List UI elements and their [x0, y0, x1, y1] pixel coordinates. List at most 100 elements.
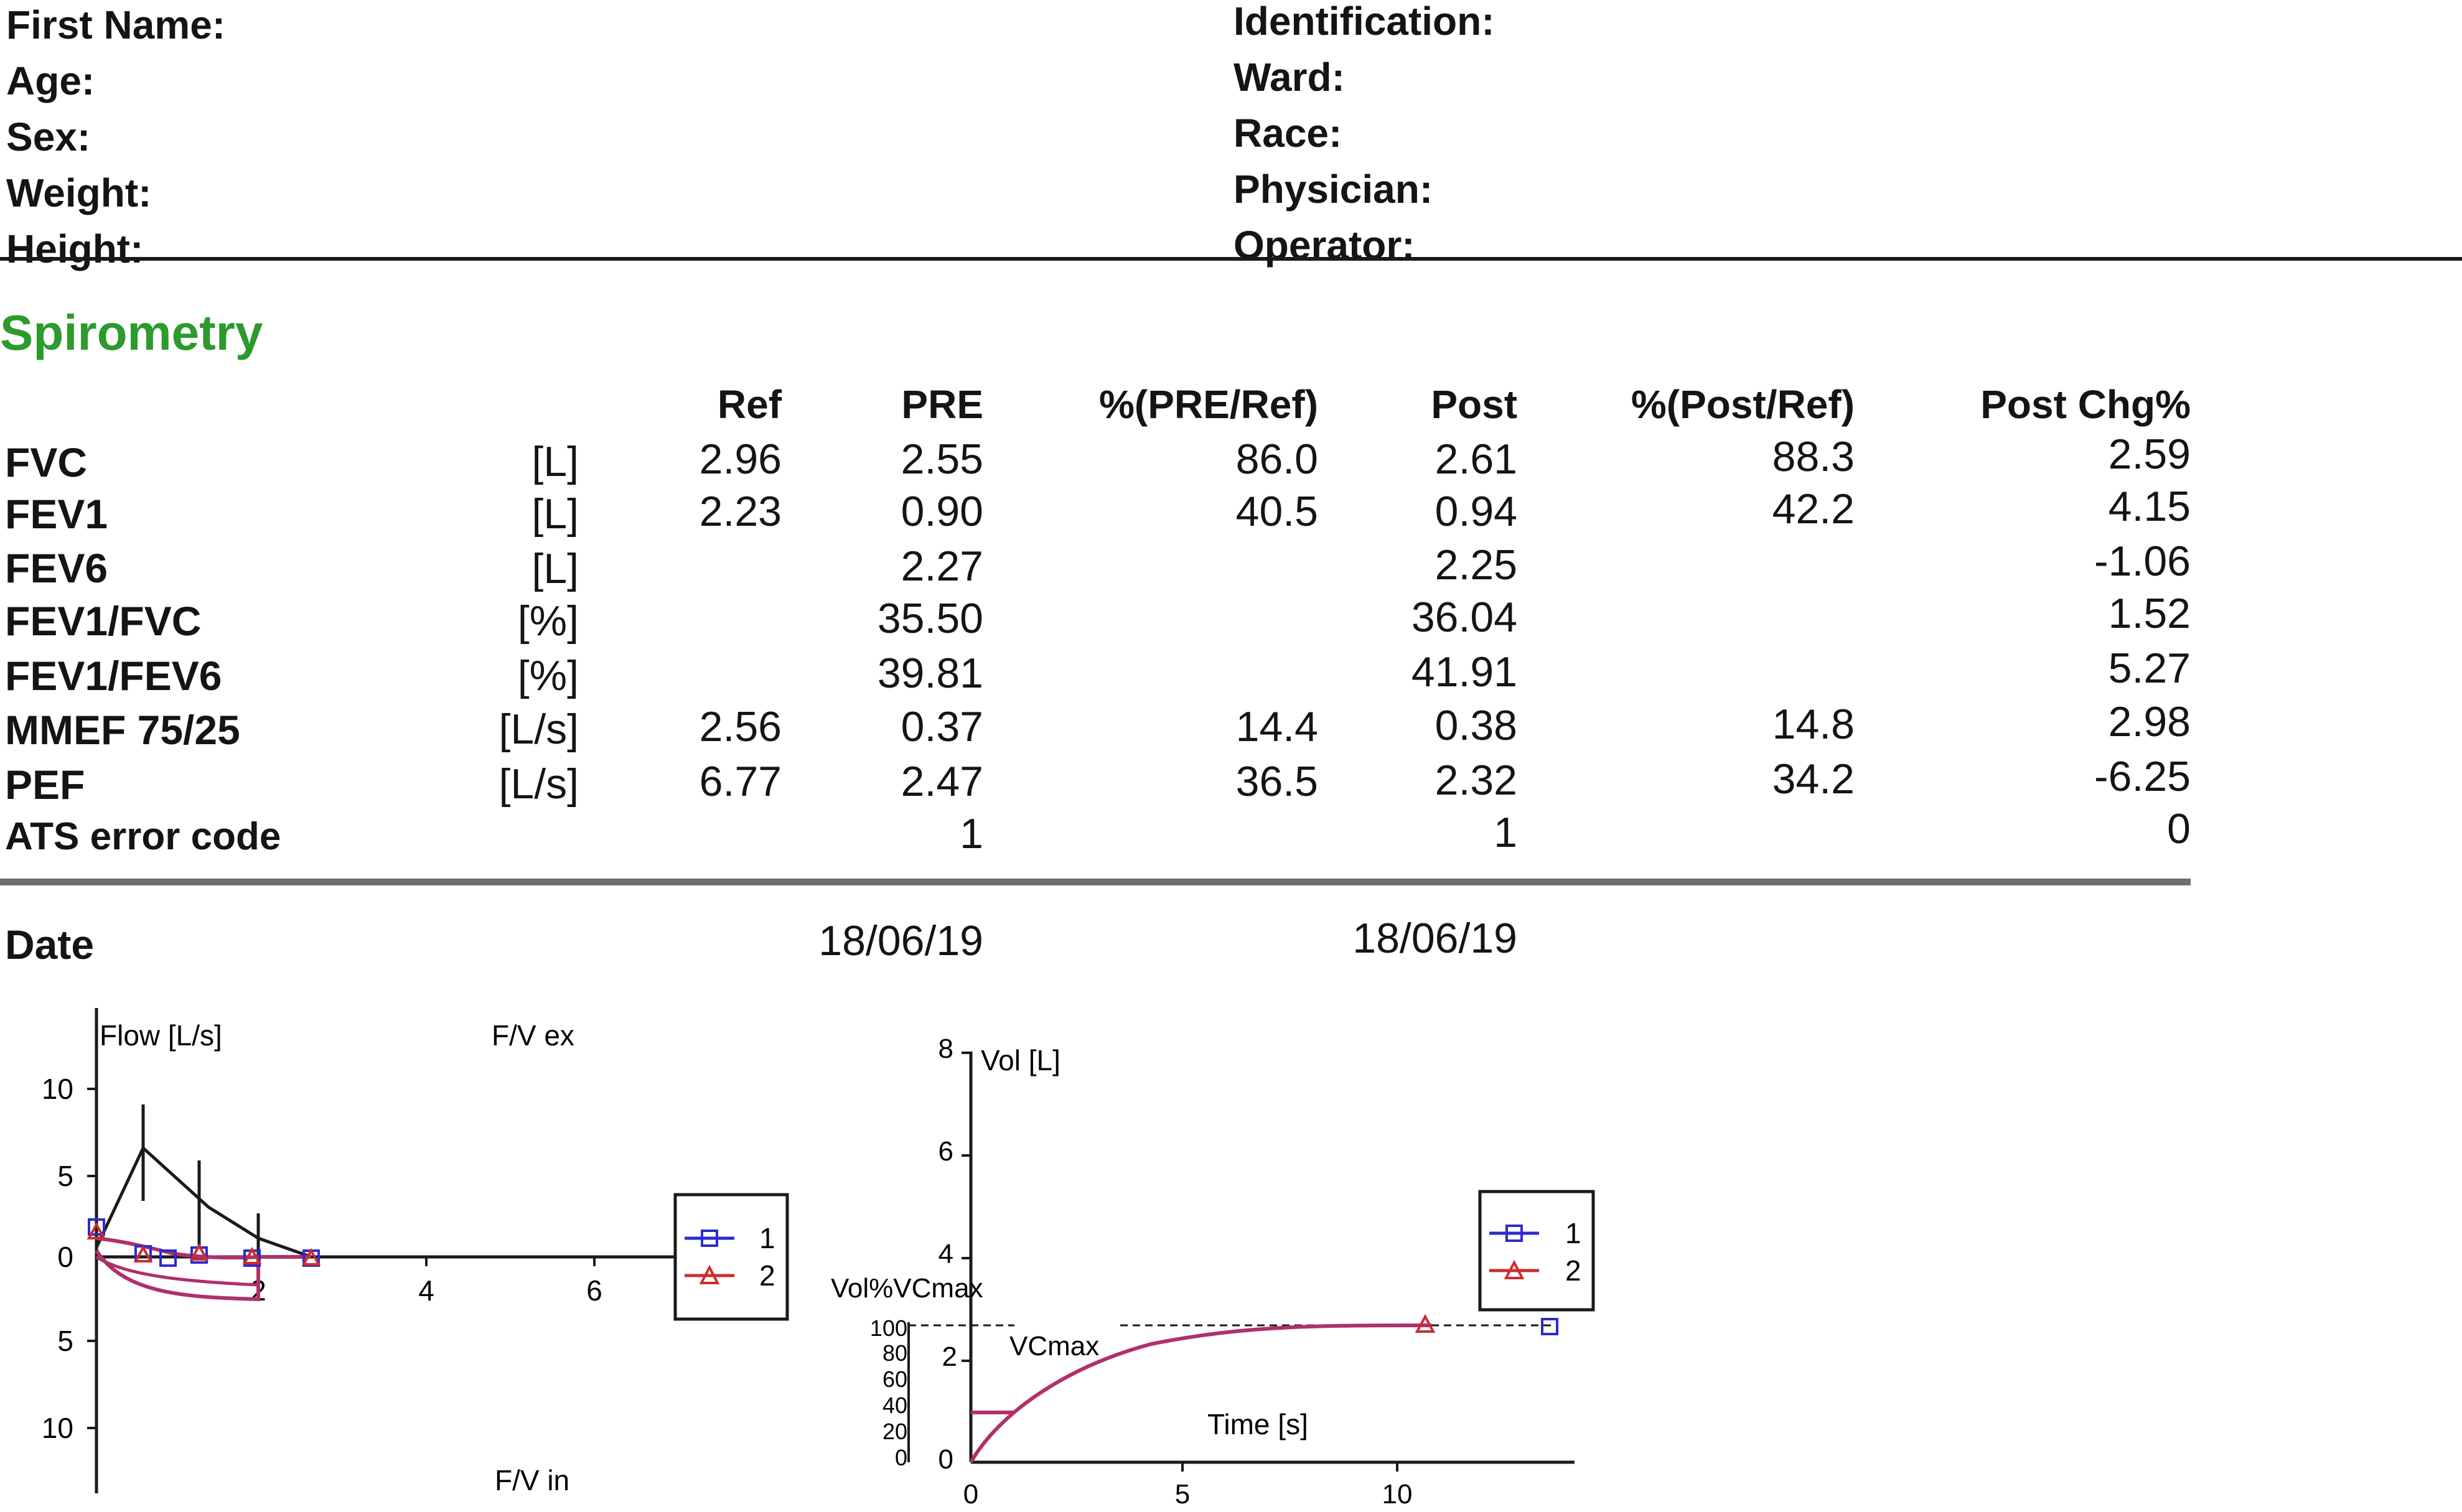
height-label: Height: [6, 226, 144, 271]
cell-pre: 2.47 [901, 758, 983, 805]
fv-reference-curve [95, 1104, 312, 1263]
vt-vc-tick: 20 [882, 1419, 907, 1444]
cell-pre-pct: 36.5 [1235, 758, 1318, 805]
vt-ytick: 2 [942, 1342, 957, 1372]
vt-vc-axis-label: Vol%VCmax [831, 1273, 983, 1304]
vt-ytick: 8 [938, 1034, 953, 1064]
cell-post-chg: 0 [2167, 805, 2191, 852]
col-header-pre-pct: %(PRE/Ref) [1098, 382, 1318, 427]
row-name: ATS error code [5, 815, 281, 858]
cell-post-pct: 88.3 [1772, 433, 1855, 480]
row-name: FEV1/FVC [5, 598, 202, 644]
date-pre: 18/06/19 [818, 917, 983, 964]
legend-square-icon [701, 1230, 718, 1247]
date-label: Date [5, 922, 95, 968]
legend-triangle-icon [1504, 1259, 1525, 1279]
legend-triangle-icon [699, 1264, 720, 1284]
vt-ytick: 6 [938, 1136, 953, 1167]
fv-ytick: 0 [57, 1241, 73, 1273]
cell-pre: 39.81 [877, 650, 983, 697]
ward-label: Ward: [1233, 55, 1345, 100]
vt-ytick: 4 [938, 1239, 953, 1269]
cell-pre-pct: 40.5 [1235, 488, 1318, 535]
fv-legend: 1 2 [673, 1193, 789, 1321]
vt-xtick: 5 [1175, 1479, 1190, 1510]
row-name: FEV1 [5, 491, 108, 537]
cell-post-pct: 42.2 [1772, 485, 1855, 533]
row-name: PEF [5, 762, 85, 808]
vt-ylabel: Vol [L] [981, 1044, 1060, 1076]
flow-volume-chart: Flow [L/s] F/V ex F/V in 10 5 0 5 10 2 4… [42, 1008, 789, 1496]
cell-pre: 35.50 [877, 595, 983, 642]
weight-label: Weight: [6, 170, 152, 215]
vt-vc-tick: 40 [882, 1393, 907, 1418]
row-unit: [L/s] [498, 760, 579, 808]
cell-ref: 2.56 [699, 703, 782, 750]
row-name: FEV6 [5, 545, 108, 591]
row-unit: [L] [531, 545, 579, 592]
row-unit: [%] [517, 597, 579, 645]
identification-label: Identification: [1233, 0, 1495, 44]
cell-post: 36.04 [1411, 594, 1517, 641]
cell-pre: 2.55 [901, 436, 983, 483]
vt-vc-tick: 60 [882, 1366, 907, 1392]
cell-ref: 2.23 [699, 488, 782, 535]
cell-post-chg: 1.52 [2108, 590, 2191, 637]
cell-post-chg: 2.98 [2108, 698, 2191, 745]
vt-curves [969, 1323, 1432, 1463]
sex-label: Sex: [6, 114, 91, 159]
cell-post-chg: -6.25 [2094, 753, 2191, 800]
cell-post: 0.94 [1435, 488, 1517, 535]
vt-series-1-marker [1541, 1318, 1558, 1335]
cell-ref: 2.96 [699, 436, 782, 483]
fv-label-in: F/V in [495, 1464, 569, 1496]
col-header-post-pct: %(Post/Ref) [1631, 382, 1855, 427]
cell-post: 1 [1494, 809, 1517, 856]
table-divider [0, 879, 2191, 885]
cell-pre: 2.27 [901, 543, 983, 590]
fv-ytick: 10 [42, 1412, 73, 1444]
age-label: Age: [6, 58, 95, 103]
volume-time-chart: Vol [L] Time [s] Vol%VCmax VCmax 8 6 4 2… [831, 1034, 1595, 1510]
first-name-label: First Name: [6, 2, 226, 47]
fv-ytick: 5 [57, 1160, 73, 1192]
cell-post: 2.32 [1435, 757, 1517, 804]
fv-ylabel: Flow [L/s] [100, 1019, 222, 1052]
legend-square-icon [1505, 1225, 1523, 1242]
vt-ytick: 0 [938, 1444, 953, 1475]
col-header-ref: Ref [717, 382, 782, 427]
cell-post: 2.25 [1435, 541, 1517, 589]
cell-pre-pct: 14.4 [1235, 703, 1318, 750]
section-title: Spirometry [0, 305, 263, 360]
cell-post-pct: 34.2 [1772, 755, 1855, 803]
row-unit: [L/s] [498, 706, 579, 753]
cell-pre-pct: 86.0 [1235, 436, 1318, 483]
vt-vc-tick: 80 [882, 1340, 907, 1366]
vt-xtick: 0 [963, 1479, 978, 1510]
row-name: FEV1/FEV6 [5, 653, 222, 699]
col-header-post-chg: Post Chg% [1980, 382, 2191, 427]
vt-vc-tick: 0 [895, 1445, 907, 1470]
fv-legend-label: 1 [759, 1222, 775, 1254]
cell-post-chg: 2.59 [2108, 431, 2191, 478]
cell-pre: 1 [960, 810, 983, 857]
cell-post: 2.61 [1435, 436, 1517, 483]
vt-legend-label: 2 [1565, 1254, 1581, 1287]
row-unit: [%] [517, 652, 579, 699]
vt-axes [907, 1052, 1575, 1472]
fv-xtick: 6 [586, 1274, 602, 1307]
fv-ytick: 5 [57, 1325, 73, 1357]
vt-vcmax-label: VCmax [1009, 1331, 1099, 1361]
cell-post-chg: -1.06 [2094, 538, 2191, 585]
vt-legend-label: 1 [1565, 1217, 1581, 1249]
cell-pre: 0.37 [901, 703, 983, 750]
race-label: Race: [1233, 111, 1342, 156]
vt-xtick: 10 [1382, 1479, 1413, 1510]
vt-xlabel: Time [s] [1207, 1408, 1308, 1440]
date-post: 18/06/19 [1352, 915, 1517, 962]
fv-series-2-markers [87, 1221, 321, 1266]
cell-post-chg: 5.27 [2108, 645, 2191, 692]
physician-label: Physician: [1233, 167, 1433, 212]
cell-ref: 6.77 [699, 758, 782, 805]
vt-series-2-marker [1415, 1314, 1436, 1333]
